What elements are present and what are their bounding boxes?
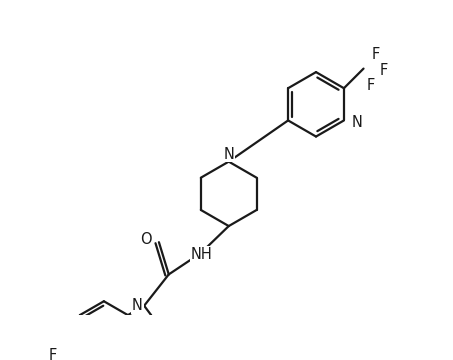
Text: N: N — [223, 147, 234, 162]
Text: F: F — [380, 63, 388, 78]
Text: N: N — [352, 115, 363, 130]
Text: F: F — [372, 47, 380, 62]
Text: NH: NH — [191, 247, 212, 262]
Text: F: F — [48, 348, 57, 360]
Text: F: F — [366, 78, 374, 93]
Text: O: O — [140, 231, 152, 247]
Text: N: N — [132, 298, 143, 313]
